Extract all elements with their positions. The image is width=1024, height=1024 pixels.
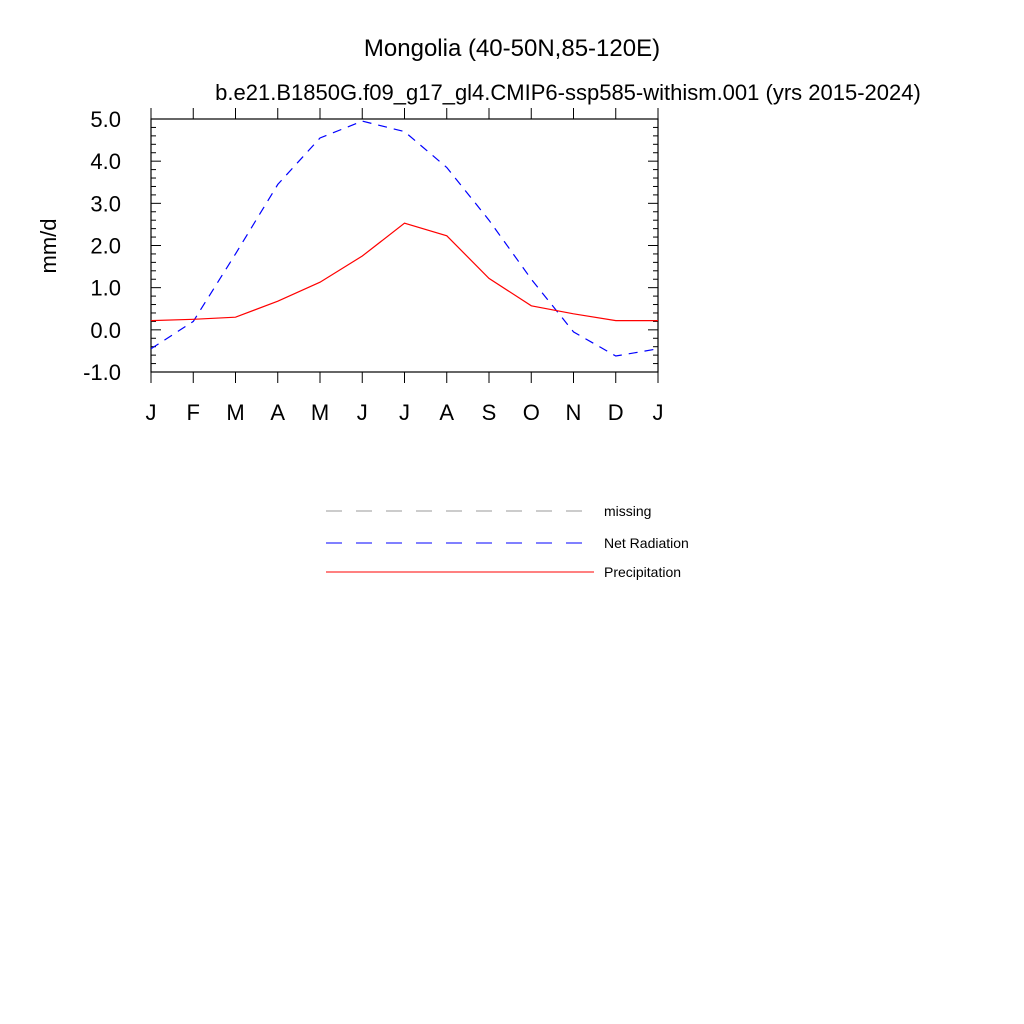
plot-frame — [150, 118, 659, 373]
x-tick-label: S — [482, 400, 497, 425]
data-point-1 — [319, 282, 320, 283]
legend-label: missing — [604, 503, 651, 519]
legend: missing Net Radiation Precipitation — [326, 503, 689, 580]
legend-label: Net Radiation — [604, 535, 689, 551]
data-point-0 — [150, 348, 151, 349]
series-group — [150, 120, 659, 357]
data-point-1 — [657, 320, 658, 321]
legend-label: Precipitation — [604, 564, 681, 580]
data-point-0 — [531, 279, 532, 280]
x-tick-label: J — [653, 400, 664, 425]
data-point-0 — [573, 331, 574, 332]
y-tick-label: 1.0 — [90, 276, 121, 301]
data-point-1 — [235, 317, 236, 318]
data-point-1 — [277, 301, 278, 302]
data-point-0 — [362, 121, 363, 122]
y-tick-label: 0.0 — [90, 318, 121, 343]
y-tick-label: 4.0 — [90, 149, 121, 174]
series-line-1 — [150, 222, 658, 322]
y-tick-label: 2.0 — [90, 234, 121, 259]
x-tick-label: O — [523, 400, 540, 425]
data-point-0 — [657, 348, 658, 349]
data-point-1 — [446, 235, 447, 236]
data-point-0 — [615, 355, 616, 356]
data-point-1 — [615, 320, 616, 321]
data-point-0 — [277, 184, 278, 185]
data-point-0 — [319, 137, 320, 138]
chart-title: Mongolia (40-50N,85-120E) — [364, 35, 660, 62]
data-point-0 — [446, 167, 447, 168]
y-axis-label: mm/d — [36, 219, 61, 274]
y-tick-label: 3.0 — [90, 191, 121, 216]
x-tick-label: M — [311, 400, 329, 425]
y-tick-label: -1.0 — [83, 360, 121, 385]
data-point-1 — [362, 255, 363, 256]
x-tick-label: F — [187, 400, 200, 425]
x-tick-label: M — [226, 400, 244, 425]
data-point-0 — [193, 321, 194, 322]
data-point-1 — [573, 313, 574, 314]
x-tick-label: D — [608, 400, 624, 425]
chart-subtitle: b.e21.B1850G.f09_g17_gl4.CMIP6-ssp585-wi… — [215, 80, 921, 105]
data-point-0 — [404, 131, 405, 132]
data-point-0 — [235, 253, 236, 254]
data-point-1 — [150, 320, 151, 321]
axes: -1.0 0.0 1.0 2.0 3.0 4.0 5.0 J F M A M J J A S O N D J — [83, 107, 663, 425]
series-line-0 — [150, 120, 659, 357]
x-tick-label: A — [439, 400, 454, 425]
data-point-1 — [531, 305, 532, 306]
data-point-0 — [488, 220, 489, 221]
x-tick-label: N — [566, 400, 582, 425]
x-tick-label: J — [146, 400, 157, 425]
y-tick-label: 5.0 — [90, 107, 121, 132]
data-point-1 — [488, 278, 489, 279]
x-tick-label: A — [270, 400, 285, 425]
data-point-1 — [193, 319, 194, 320]
x-tick-label: J — [399, 400, 410, 425]
x-tick-label: J — [357, 400, 368, 425]
data-point-1 — [404, 223, 405, 224]
